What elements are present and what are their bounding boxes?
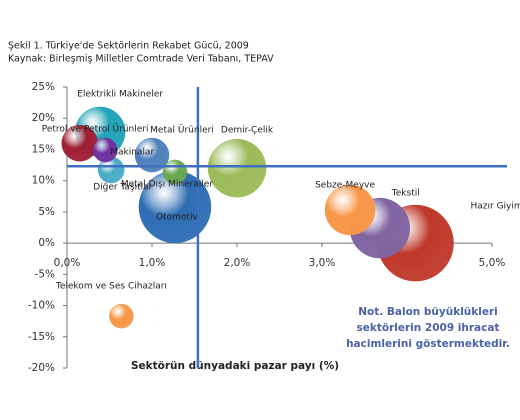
y-tick-label: -5% <box>35 268 55 280</box>
bubble <box>208 139 266 197</box>
note-line: Not. Balon büyüklükleri <box>358 306 498 318</box>
y-tick-label: 25% <box>32 81 55 93</box>
bubble-label: Metal Dışı Mineraller <box>121 179 213 189</box>
bubble-label: Demir-Çelik <box>221 126 274 136</box>
x-tick-label: 1,0% <box>139 257 166 269</box>
bubble-label: Petrol ve Petrol Ürünleri <box>42 124 149 135</box>
x-axis-title: Sektörün dünyadaki pazar payı (%) <box>131 360 339 372</box>
y-tick-label: 20% <box>32 112 55 124</box>
bubble-label: Sebze-Meyve <box>315 181 375 191</box>
x-tick-label: 0,0% <box>54 257 81 269</box>
x-tick-label: 5,0% <box>479 257 506 269</box>
bubble-label: Makinalar <box>110 148 154 158</box>
bubble-label: Otomotiv <box>156 212 198 222</box>
bubble <box>325 185 375 235</box>
bubble-label: Telekom ve Ses Cihazları <box>55 282 167 292</box>
chart-title: Şekil 1. Türkiye'de Sektörlerin Rekabet … <box>8 41 249 52</box>
y-tick-label: -20% <box>28 362 55 374</box>
bubble-label: Elektrikli Makineler <box>77 89 163 99</box>
bubble-label: Tekstil <box>391 189 420 199</box>
y-tick-label: 15% <box>32 143 55 155</box>
y-tick-label: 10% <box>32 175 55 187</box>
note-line: hacimlerini göstermektedir. <box>346 338 510 350</box>
y-tick-label: 0% <box>38 237 55 249</box>
x-tick-label: 2,0% <box>224 257 251 269</box>
x-tick-label: 3,0% <box>309 257 336 269</box>
bubble-label: Metal Ürünleri <box>150 125 214 136</box>
chart-subtitle: Kaynak: Birleşmiş Milletler Comtrade Ver… <box>8 54 274 65</box>
y-tick-label: 5% <box>38 206 55 218</box>
y-tick-label: -15% <box>28 331 55 343</box>
y-tick-label: -10% <box>28 300 55 312</box>
bubble-label: Hazır Giyim <box>471 202 520 212</box>
note-line: sektörlerin 2009 ihracat <box>357 322 500 334</box>
bubble <box>109 304 133 328</box>
